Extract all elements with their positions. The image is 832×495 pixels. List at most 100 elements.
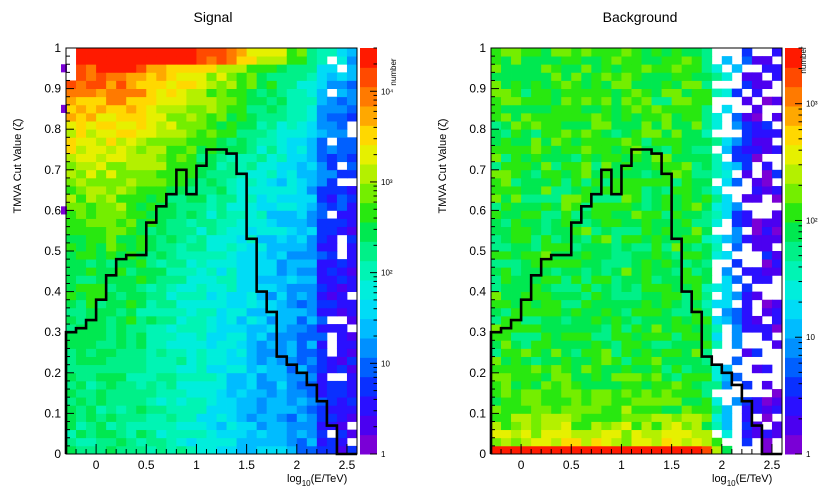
heatmap-cell: [296, 56, 308, 65]
heatmap-cell: [501, 445, 512, 455]
heatmap-cell: [651, 275, 662, 284]
heatmap-cell: [316, 340, 328, 349]
heatmap-cell: [206, 72, 217, 81]
heatmap-cell: [146, 283, 157, 292]
heatmap-cell: [216, 364, 227, 374]
heatmap-cell: [106, 161, 117, 171]
heatmap-cell: [491, 121, 502, 130]
heatmap-cell: [346, 112, 358, 122]
heatmap-cell: [296, 405, 308, 414]
heatmap-cell: [126, 275, 137, 284]
heatmap-cell: [226, 413, 237, 422]
heatmap-cell: [106, 251, 117, 260]
heatmap-cell: [316, 372, 328, 382]
heatmap-cell: [521, 104, 532, 114]
heatmap-cell: [681, 96, 693, 106]
heatmap-cell: [661, 234, 673, 244]
heatmap-cell: [511, 332, 522, 341]
heatmap-cell: [346, 283, 358, 292]
heatmap-cell: [731, 145, 743, 154]
heatmap-cell: [641, 169, 652, 179]
heatmap-cell: [731, 210, 743, 219]
colorbar-segment: [785, 144, 802, 165]
heatmap-cell: [126, 405, 137, 414]
heatmap-cell: [691, 397, 703, 406]
heatmap-cell: [176, 356, 187, 366]
heatmap-cell: [571, 315, 582, 325]
heatmap-cell: [771, 251, 783, 260]
heatmap-cell: [521, 161, 532, 171]
heatmap-cell: [346, 48, 358, 57]
heatmap-cell: [256, 340, 268, 349]
heatmap-cell: [651, 186, 662, 195]
heatmap-cell: [166, 332, 177, 341]
heatmap-cell: [186, 161, 197, 171]
heatmap-cell: [116, 380, 127, 390]
heatmap-cell: [501, 88, 512, 98]
heatmap-cell: [571, 64, 582, 73]
heatmap-cell: [541, 121, 552, 130]
heatmap-cell: [336, 429, 348, 439]
heatmap-cell: [531, 194, 542, 203]
heatmap-cell: [591, 307, 602, 317]
heatmap-cell: [631, 121, 642, 130]
heatmap-cell: [86, 112, 97, 122]
heatmap-cell: [276, 364, 288, 374]
heatmap-cell: [66, 112, 77, 122]
heatmap-cell: [66, 251, 77, 260]
heatmap-cell: [216, 405, 227, 414]
heatmap-cell: [661, 380, 673, 390]
heatmap-cell: [561, 421, 572, 431]
heatmap-cell: [236, 348, 248, 357]
heatmap-cell: [206, 177, 217, 187]
heatmap-cell: [711, 72, 723, 81]
heatmap-cell: [96, 267, 107, 276]
heatmap-cell: [541, 218, 552, 228]
heatmap-cell: [166, 145, 177, 154]
heatmap-cell: [631, 299, 642, 309]
heatmap-cell: [256, 275, 268, 284]
heatmap-cell: [256, 421, 268, 431]
heatmap-cell: [246, 380, 258, 390]
heatmap-cell: [691, 112, 703, 122]
heatmap-cell: [771, 307, 783, 317]
heatmap-cell: [661, 88, 673, 98]
heatmap-cell: [306, 186, 318, 195]
heatmap-cell: [216, 291, 227, 301]
heatmap-cell: [266, 218, 278, 228]
heatmap-cell: [136, 104, 147, 114]
heatmap-cell: [266, 177, 278, 187]
heatmap-cell: [621, 251, 632, 260]
heatmap-cell: [316, 315, 328, 325]
heatmap-cell: [276, 121, 288, 130]
heatmap-cell: [176, 299, 187, 309]
chart-title: Signal: [194, 9, 233, 25]
heatmap-cell: [166, 104, 177, 114]
heatmap-cell: [501, 307, 512, 317]
heatmap-cell: [326, 234, 338, 244]
heatmap-cell: [701, 96, 713, 106]
heatmap-cell: [106, 137, 117, 146]
colorbar-segment: [360, 357, 377, 378]
heatmap-cell: [86, 242, 97, 252]
heatmap-cell: [236, 80, 248, 89]
heatmap-cell: [236, 267, 248, 276]
heatmap-cell: [116, 421, 127, 431]
heatmap-cell: [611, 299, 622, 309]
heatmap-cell: [691, 405, 703, 414]
heatmap-cell: [326, 291, 338, 301]
heatmap-cell: [106, 315, 117, 325]
heatmap-cell: [316, 80, 328, 89]
heatmap-cell: [621, 340, 632, 349]
colorbar-segment: [785, 48, 802, 68]
heatmap-cell: [156, 234, 167, 244]
colorbar-segment: [785, 86, 802, 107]
heatmap-cell: [316, 299, 328, 309]
heatmap-cell: [116, 364, 127, 374]
heatmap-cell: [256, 348, 268, 357]
heatmap-cell: [286, 315, 298, 325]
heatmap-cell: [236, 315, 248, 325]
heatmap-cell: [136, 96, 147, 106]
heatmap-cell: [276, 177, 288, 187]
